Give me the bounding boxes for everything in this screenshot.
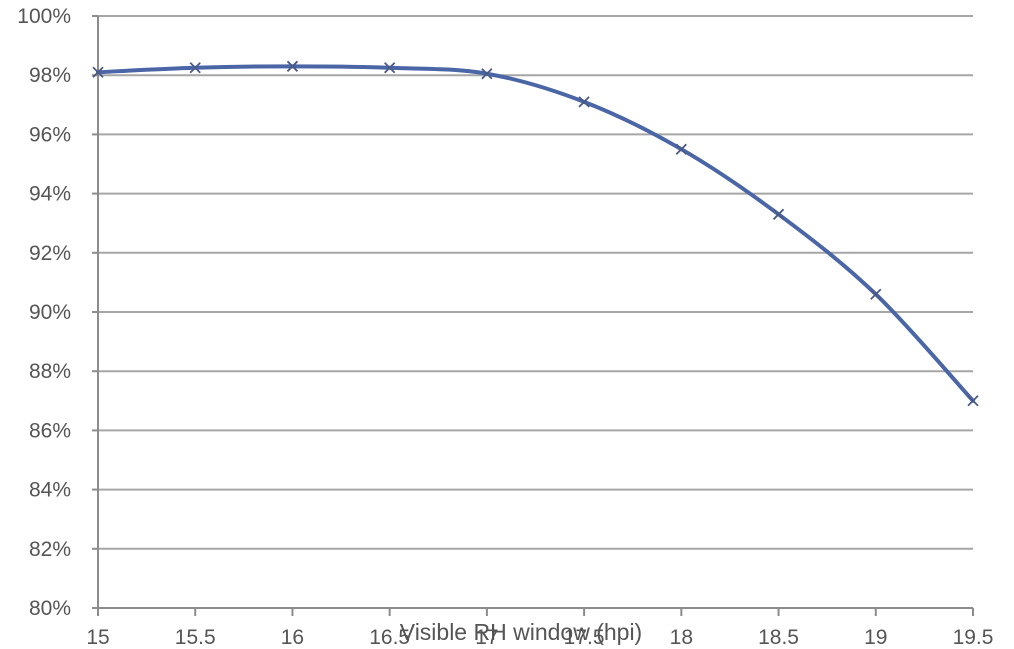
y-tick-label: 100% [17, 5, 71, 28]
series [92, 60, 979, 407]
x-tick-label: 15 [86, 626, 109, 649]
marker-stroke [870, 288, 882, 300]
series-line [96, 64, 975, 403]
data-point-marker [967, 395, 979, 407]
marker-stroke [578, 96, 590, 108]
data-point-marker [675, 143, 687, 155]
y-tick-label: 98% [29, 64, 71, 87]
marker-stroke [772, 208, 785, 220]
data-point-marker [286, 60, 299, 72]
data-point-marker [481, 68, 493, 80]
marker-stroke [384, 62, 396, 74]
y-axis-ticks: 80% 82% 84% 86% 88% 90% 92% 94% 96% 98% 100% [17, 5, 71, 620]
data-point-marker [772, 208, 785, 220]
x-tick-label: 16 [281, 626, 304, 649]
y-tick-label: 92% [29, 242, 71, 265]
y-tick-label: 84% [29, 479, 71, 502]
x-tick-label: 16.5 [369, 626, 410, 649]
data-point-marker [189, 62, 201, 74]
data-point-marker [92, 66, 104, 78]
x-tick-label: 18.5 [758, 626, 799, 649]
x-tick-label: 19.5 [953, 626, 994, 649]
marker-stroke [92, 66, 104, 78]
y-tick-label: 82% [29, 538, 71, 561]
marker-stroke [675, 143, 687, 155]
marker-stroke [481, 68, 493, 80]
x-tick-label: 18 [670, 626, 693, 649]
x-tick-label: 17 [475, 626, 498, 649]
x-tick-label: 17.5 [564, 626, 605, 649]
data-point-marker [384, 62, 396, 74]
y-tick-label: 96% [29, 123, 71, 146]
gridlines [98, 15, 973, 550]
x-axis-ticks: 15 15.5 16 16.5 17 17.5 18 18.5 19 19.5 [86, 626, 993, 649]
y-tick-label: 86% [29, 419, 71, 442]
marker-stroke [967, 395, 979, 407]
axes [92, 15, 974, 616]
y-tick-label: 88% [29, 360, 71, 383]
x-tick-label: 19 [864, 626, 887, 649]
marker-stroke [189, 62, 201, 74]
data-point-marker [578, 96, 590, 108]
data-point-marker [870, 288, 882, 300]
x-axis-label: Visible RH window (hpi) [400, 619, 642, 645]
y-tick-label: 80% [29, 597, 71, 620]
x-tick-label: 15.5 [175, 626, 216, 649]
y-tick-label: 90% [29, 301, 71, 324]
marker-stroke [286, 60, 299, 72]
y-tick-label: 94% [29, 183, 71, 206]
